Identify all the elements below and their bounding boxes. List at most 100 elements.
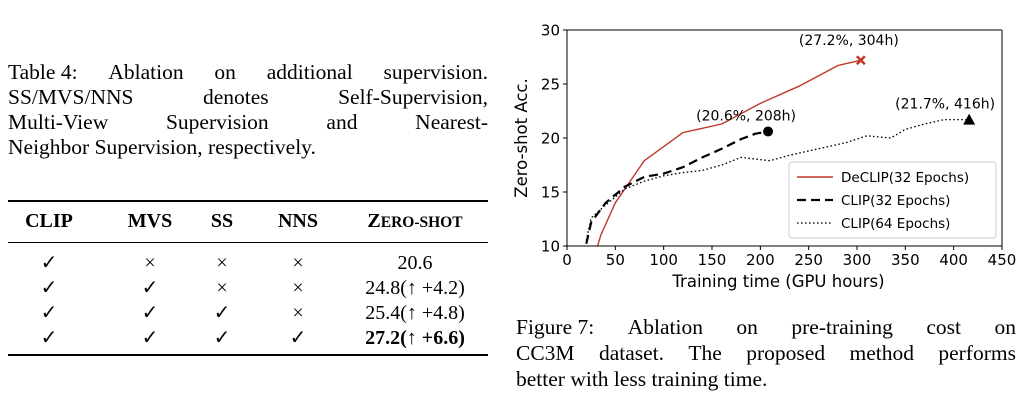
- caption-word: dataset.: [598, 341, 665, 365]
- table-caption-line: SS/MVS/NNS denotes Self-Supervision,: [8, 85, 488, 110]
- table-caption: Table 4: Ablation on additional supervision.…: [8, 60, 488, 160]
- header-ss: SS: [210, 210, 234, 232]
- caption-word: cost: [926, 315, 961, 339]
- cell-clip: ✓: [40, 302, 58, 324]
- cell-ss: ✓: [213, 327, 231, 349]
- caption-word: performs: [938, 341, 1016, 365]
- legend-label-2: CLIP(64 Epochs): [841, 216, 950, 232]
- caption-word: additional: [266, 60, 353, 84]
- y-tick-label: 10: [541, 238, 560, 256]
- y-tick-label: 20: [541, 130, 560, 148]
- table-bottom-rule: [8, 354, 488, 356]
- cell-mvs: ✓: [141, 302, 159, 324]
- chart-legend: DeCLIP(32 Epochs) CLIP(32 Epochs) CLIP(64 …: [788, 161, 997, 239]
- cell-mvs: ✓: [141, 327, 159, 349]
- cell-ss: ✓: [213, 302, 231, 324]
- figure-caption-line: better with less training time.: [516, 366, 1016, 392]
- cell-ss: ×: [216, 252, 228, 274]
- x-tick-label: 400: [939, 251, 968, 269]
- table-caption-line: Multi-View Supervision and Nearest-: [8, 110, 488, 135]
- series-end-marker-circle-1: [763, 126, 774, 137]
- caption-word: on: [994, 315, 1016, 339]
- y-tick-label: 25: [541, 76, 560, 94]
- marker-stroke: [855, 55, 866, 66]
- x-tick-label: 300: [843, 251, 872, 269]
- cell-clip: ✓: [40, 327, 58, 349]
- zero-shot-initial: Z: [367, 210, 381, 232]
- caption-word: denotes: [202, 85, 269, 109]
- table-mid-rule: [8, 242, 488, 243]
- caption-word: Ablation: [108, 60, 184, 84]
- caption-word: Neighbor Supervision, respectively.: [8, 135, 316, 159]
- figure-caption: Figure 7: Ablation on pre-training cost on CC3…: [516, 314, 1016, 392]
- series-end-label-1: (20.6%, 208h): [696, 109, 796, 125]
- series-line-1: [585, 130, 769, 245]
- table-row: ✓ ✓ ✓ × 25.4(↑ +4.8): [8, 302, 488, 324]
- header-mvs: MVS: [127, 210, 173, 232]
- table-caption-line: Table 4: Ablation on additional supervision.: [8, 60, 488, 85]
- cell-ss: ×: [216, 277, 228, 299]
- y-tick-label: 15: [541, 184, 560, 202]
- cell-zero-shot: 24.8(↑ +4.2): [365, 277, 465, 299]
- x-tick-label: 100: [649, 251, 678, 269]
- caption-word: Ablation: [627, 315, 703, 339]
- legend-frame: [788, 161, 997, 239]
- table-row: ✓ ✓ ✓ ✓ 27.2(↑ +6.6): [8, 327, 488, 349]
- legend-label-0: DeCLIP(32 Epochs): [841, 170, 969, 186]
- x-tick-label: 250: [794, 251, 823, 269]
- series-end-marker-x-0: [855, 55, 866, 66]
- x-tick-label: 450: [988, 251, 1017, 269]
- x-tick-label: 150: [698, 251, 727, 269]
- cell-nns: ×: [292, 302, 304, 324]
- x-tick-label: 350: [891, 251, 920, 269]
- x-tick-label: 50: [606, 251, 625, 269]
- caption-word: Table 4:: [8, 60, 78, 84]
- figure-caption-line: Figure 7: Ablation on pre-training cost on: [516, 314, 1016, 340]
- table-row: ✓ ✓ × × 24.8(↑ +4.2): [8, 277, 488, 299]
- pretraining-cost-chart: (27.2%, 304h) (20.6%, 208h) (21.7%, 416h) 0…: [512, 22, 1017, 292]
- caption-word: supervision.: [383, 60, 488, 84]
- cell-mvs: ✓: [141, 277, 159, 299]
- cell-zero-shot: 20.6: [397, 252, 433, 274]
- series-end-label-0: (27.2%, 304h): [799, 33, 899, 49]
- series-line-2: [585, 118, 970, 241]
- legend-label-1: CLIP(32 Epochs): [841, 193, 950, 209]
- cell-clip: ✓: [40, 252, 58, 274]
- cell-mvs: ×: [144, 252, 156, 274]
- series-end-label-2: (21.7%, 416h): [895, 97, 995, 113]
- table-header-row: CLIP MVS SS NNS ZERO-SHOT: [8, 210, 488, 236]
- cell-zero-shot: 25.4(↑ +4.8): [365, 302, 465, 324]
- caption-word: proposed: [746, 341, 826, 365]
- table-top-rule: [8, 200, 488, 202]
- x-tick-label: 0: [562, 251, 572, 269]
- caption-word: Supervision: [165, 110, 269, 134]
- x-tick-label: 200: [746, 251, 775, 269]
- header-nns: NNS: [277, 210, 318, 232]
- cell-nns: ✓: [289, 327, 307, 349]
- caption-word: CC3M: [516, 341, 575, 365]
- cell-clip: ✓: [40, 277, 58, 299]
- x-axis-label: Training time (GPU hours): [671, 272, 884, 291]
- caption-word: Multi-View: [8, 110, 109, 134]
- y-tick-label: 30: [541, 22, 560, 40]
- caption-word: pre-training: [791, 315, 893, 339]
- caption-word: method: [849, 341, 914, 365]
- caption-word: on: [214, 60, 236, 84]
- figure-caption-line: CC3M dataset. The proposed method performs: [516, 340, 1016, 366]
- caption-word: The: [688, 341, 722, 365]
- cell-nns: ×: [292, 252, 304, 274]
- caption-word: Self-Supervision,: [338, 85, 488, 109]
- series-line-0: [596, 59, 862, 246]
- table-row: ✓ × × × 20.6: [8, 252, 488, 274]
- caption-word: Nearest-: [415, 110, 488, 134]
- y-axis-label: Zero-shot Acc.: [512, 78, 531, 197]
- header-zero-shot: ZERO-SHOT: [342, 210, 488, 234]
- caption-word: SS/MVS/NNS: [8, 85, 134, 109]
- caption-word: better with less training time.: [516, 367, 768, 391]
- table-caption-line: Neighbor Supervision, respectively.: [8, 135, 488, 160]
- zero-shot-rest: ERO-SHOT: [380, 214, 463, 231]
- header-clip: CLIP: [25, 210, 73, 232]
- caption-word: on: [736, 315, 758, 339]
- cell-nns: ×: [292, 277, 304, 299]
- caption-word: and: [326, 110, 358, 134]
